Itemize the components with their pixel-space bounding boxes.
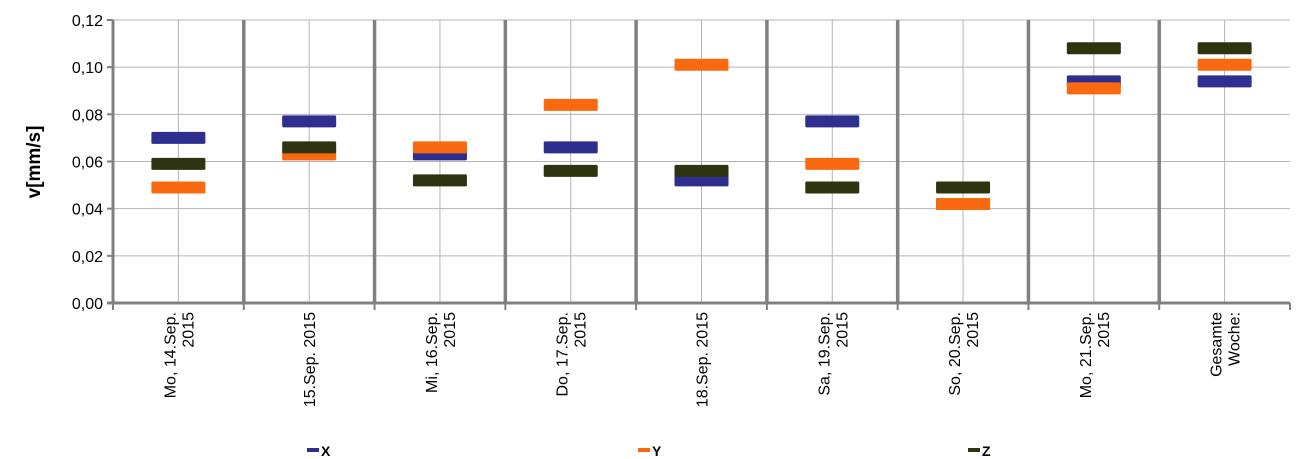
data-mark-z (674, 164, 729, 177)
x-tick-label: 15.Sep. 2015 (302, 312, 319, 407)
data-mark-z (1197, 42, 1252, 55)
x-tick-label: Mo, 21.Sep. 2015 (1078, 312, 1113, 398)
data-mark-y (936, 197, 991, 210)
data-mark-y (151, 181, 206, 194)
x-tick-label-line: 2015 (442, 312, 459, 348)
legend: X Y Z (307, 443, 991, 459)
legend-marker-x (307, 448, 319, 452)
y-tick-label: 0,10 (72, 60, 103, 77)
x-tick-label-line: 2015 (965, 312, 982, 348)
x-tick-label-line: Woche: (1227, 312, 1244, 366)
data-mark-z (151, 157, 206, 170)
data-mark-z (805, 181, 860, 194)
data-mark-y (1197, 58, 1252, 71)
x-tick-label: Sa, 19.Sep. 2015 (816, 312, 851, 396)
data-mark-z (282, 141, 337, 154)
x-tick-label-line: 2015 (834, 312, 851, 348)
y-tick-label: 0,08 (72, 107, 103, 124)
x-tick-label: Gesamte Woche: (1209, 312, 1244, 377)
x-tick-label-line: Mi, 16.Sep. (424, 312, 441, 393)
y-tick-label: 0,00 (72, 296, 103, 313)
x-tick-label-line: 2015 (573, 312, 590, 348)
x-tick-label-line: Gesamte (1209, 312, 1226, 377)
legend-label-y: Y (652, 443, 662, 459)
data-mark-x (674, 174, 729, 187)
x-tick-label-line: Sa, 19.Sep. (816, 312, 833, 396)
data-marks (151, 42, 1252, 210)
data-mark-z (936, 181, 991, 194)
data-mark-z (543, 164, 598, 177)
x-tick-label: 18.Sep. 2015 (695, 312, 712, 407)
data-mark-z (1066, 42, 1121, 55)
x-tick-label-line: 2015 (180, 312, 197, 348)
data-mark-y (674, 58, 729, 71)
data-mark-y (543, 98, 598, 111)
legend-marker-z (968, 448, 980, 452)
x-tick-label: So, 20.Sep. 2015 (947, 312, 982, 396)
data-mark-x (1197, 75, 1252, 88)
x-tick-label: Do, 17.Sep. 2015 (555, 312, 590, 397)
data-mark-x (805, 115, 860, 128)
legend-label-z: Z (982, 443, 991, 459)
y-tick-label: 0,06 (72, 155, 103, 172)
data-mark-y (1066, 82, 1121, 95)
axes (107, 19, 1291, 310)
y-tick-labels: 0,00 0,02 0,04 0,06 0,08 0,10 0,12 (72, 13, 103, 313)
x-tick-labels: Mo, 14.Sep. 2015 15.Sep. 2015 Mi, 16.Sep. 20… (162, 312, 1243, 407)
x-tick-label: Mi, 16.Sep. 2015 (424, 312, 459, 393)
x-tick-label: Mo, 14.Sep. 2015 (162, 312, 197, 398)
legend-marker-y (638, 448, 650, 452)
y-tick-label: 0,12 (72, 13, 103, 30)
x-tick-label-line: So, 20.Sep. (947, 312, 964, 396)
data-mark-x (151, 131, 206, 144)
x-tick-label-line: 15.Sep. 2015 (302, 312, 319, 407)
x-tick-label-line: Do, 17.Sep. (555, 312, 572, 397)
y-tick-label: 0,02 (72, 249, 103, 266)
x-tick-label-line: 2015 (1096, 312, 1113, 348)
x-tick-label-line: Mo, 21.Sep. (1078, 312, 1095, 398)
legend-label-x: X (321, 443, 331, 459)
data-mark-y (805, 157, 860, 170)
y-tick-label: 0,04 (72, 202, 103, 219)
data-mark-z (412, 174, 467, 187)
data-mark-x (282, 115, 337, 128)
data-mark-y (412, 141, 467, 154)
x-tick-label-line: Mo, 14.Sep. (162, 312, 179, 398)
category-separators (242, 20, 1161, 303)
y-axis-label: v[mm/s] (24, 126, 45, 199)
data-mark-x (543, 141, 598, 154)
x-tick-label-line: 18.Sep. 2015 (695, 312, 712, 407)
